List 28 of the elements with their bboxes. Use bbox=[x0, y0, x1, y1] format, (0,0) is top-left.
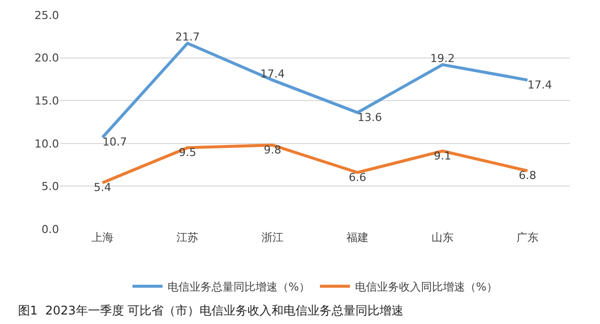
legend-label: 电信业务总量同比增速（%） bbox=[168, 280, 310, 294]
y-tick-label: 20.0 bbox=[34, 52, 59, 65]
y-tick-label: 5.0 bbox=[42, 180, 59, 194]
y-tick-label: 0.0 bbox=[42, 222, 59, 236]
data-label: 17.4 bbox=[260, 67, 285, 80]
data-label: 21.7 bbox=[175, 30, 200, 44]
y-tick-label: 10.0 bbox=[34, 137, 59, 150]
y-tick-label: 25.0 bbox=[34, 8, 59, 22]
data-label: 13.6 bbox=[358, 110, 382, 124]
data-label: 6.6 bbox=[348, 170, 366, 184]
x-tick-label: 广东 bbox=[516, 231, 538, 244]
data-label: 9.5 bbox=[178, 146, 196, 159]
x-tick-label: 江苏 bbox=[176, 231, 198, 244]
x-tick-label: 福建 bbox=[346, 231, 368, 244]
data-label: 6.8 bbox=[518, 169, 536, 182]
x-tick-label: 山东 bbox=[432, 231, 454, 244]
line-series bbox=[101, 42, 529, 139]
y-tick-label: 15.0 bbox=[34, 94, 59, 108]
data-label: 19.2 bbox=[430, 52, 455, 65]
data-label: 10.7 bbox=[102, 136, 127, 149]
x-tick-label: 上海 bbox=[92, 231, 114, 244]
data-label: 9.8 bbox=[264, 143, 282, 156]
text: 图1 2023年一季度 可比省（市）电信业务收入和电信业务总量同比增速 bbox=[18, 303, 404, 318]
data-label: 9.1 bbox=[434, 149, 452, 162]
legend-label: 电信业务收入同比增速（%） bbox=[354, 280, 498, 294]
data-label: 17.4 bbox=[528, 78, 552, 92]
data-label: 5.4 bbox=[94, 181, 112, 194]
x-tick-label: 浙江 bbox=[262, 231, 284, 244]
